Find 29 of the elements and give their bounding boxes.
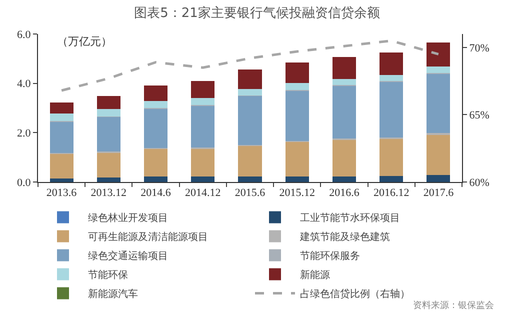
- y-axis-title: （万亿元）: [57, 36, 112, 48]
- legend-label: 节能环保服务: [300, 250, 360, 262]
- x-tick-label: 2014.6: [140, 187, 172, 200]
- legend-label: 可再生能源及清洁能源项目: [88, 231, 208, 244]
- legend-label: 绿色林业开发项目: [88, 212, 168, 224]
- text: 资料来源：银保监会: [413, 300, 494, 310]
- legend-label: 节能环保: [88, 269, 128, 282]
- x-tick-label: 2016.6: [329, 187, 360, 200]
- x-tick-label: 2013.12: [90, 187, 127, 200]
- y-tick-label: 4.0: [17, 78, 32, 90]
- legend-label: 新能源: [300, 269, 330, 282]
- x-tick-label: 2017.6: [423, 187, 454, 200]
- y-tick-label: 2.0: [17, 128, 32, 140]
- chart-title: 图表5：21家主要银行气候投融资信贷余额: [134, 5, 380, 22]
- legend-label: 建筑节能及绿色建筑: [299, 231, 390, 244]
- y2-tick-label: 60%: [469, 176, 490, 189]
- y2-tick-label: 65%: [469, 110, 490, 122]
- legend-label: 新能源汽车: [88, 288, 138, 300]
- y2-tick-label: 70%: [469, 42, 490, 54]
- y-tick-label: 0.0: [17, 176, 32, 189]
- legend-label: 占绿色信贷比例（右轴）: [300, 288, 410, 300]
- x-tick-label: 2014.12: [185, 187, 221, 200]
- x-tick-label: 2013.6: [46, 187, 78, 200]
- legend-label: 绿色交通运输项目: [88, 250, 168, 262]
- y-tick-label: 6.0: [17, 28, 32, 41]
- x-tick-label: 2016.12: [373, 187, 410, 200]
- legend-label: 工业节能节水环保项目: [300, 212, 400, 224]
- x-tick-label: 2015.6: [234, 187, 266, 200]
- x-tick-label: 2015.12: [279, 187, 315, 200]
